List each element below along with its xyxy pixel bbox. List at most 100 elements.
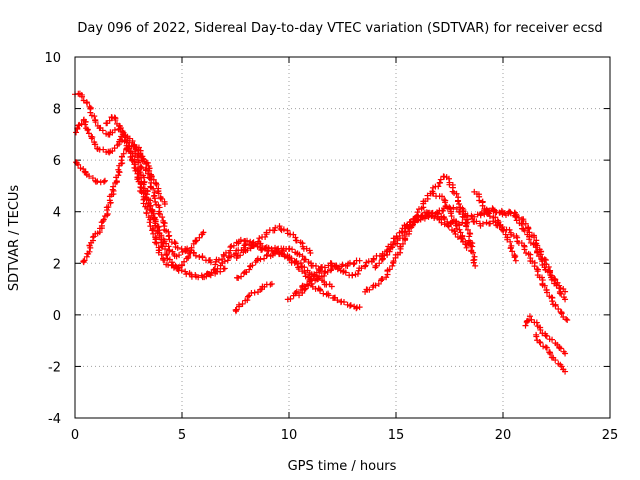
data-point bbox=[86, 173, 93, 180]
data-point bbox=[539, 330, 546, 337]
data-point bbox=[221, 265, 228, 272]
data-point bbox=[85, 130, 92, 137]
data-point bbox=[507, 238, 514, 245]
data-point bbox=[215, 256, 222, 263]
data-point bbox=[370, 255, 377, 262]
data-point bbox=[161, 200, 168, 207]
data-point bbox=[251, 289, 258, 296]
y-tick-label: -4 bbox=[48, 412, 61, 427]
data-point bbox=[525, 317, 532, 324]
data-point bbox=[293, 237, 300, 244]
data-point bbox=[105, 203, 112, 210]
data-point bbox=[163, 252, 170, 259]
data-point bbox=[557, 345, 564, 352]
data-point bbox=[155, 190, 162, 197]
data-point bbox=[533, 333, 540, 340]
data-point bbox=[238, 273, 245, 280]
data-point bbox=[239, 300, 246, 307]
series-arc-18 bbox=[430, 190, 470, 251]
data-point bbox=[152, 198, 159, 205]
data-point bbox=[356, 257, 363, 264]
data-point bbox=[233, 306, 240, 313]
data-point bbox=[500, 227, 507, 234]
data-point bbox=[77, 165, 84, 172]
data-point bbox=[113, 178, 120, 185]
data-point bbox=[376, 260, 383, 267]
data-point bbox=[350, 261, 357, 268]
data-point bbox=[340, 268, 347, 275]
data-point bbox=[438, 219, 445, 226]
data-point bbox=[165, 233, 172, 240]
data-point bbox=[472, 262, 479, 269]
data-point bbox=[321, 264, 328, 271]
data-point bbox=[549, 298, 556, 305]
data-point bbox=[135, 144, 142, 151]
data-point bbox=[185, 253, 192, 260]
data-point bbox=[150, 185, 157, 192]
series-arc-21 bbox=[522, 313, 569, 357]
data-point bbox=[439, 193, 446, 200]
data-point bbox=[509, 248, 516, 255]
data-point bbox=[210, 266, 217, 273]
data-point bbox=[342, 269, 349, 276]
x-tick-label: 0 bbox=[71, 428, 79, 443]
data-point bbox=[562, 350, 569, 357]
data-point bbox=[421, 215, 428, 222]
data-point bbox=[88, 135, 95, 142]
data-point bbox=[199, 254, 206, 261]
data-point bbox=[513, 211, 520, 218]
data-point bbox=[192, 252, 199, 259]
data-point bbox=[543, 344, 550, 351]
series-arc-17 bbox=[403, 210, 571, 324]
data-point bbox=[383, 274, 390, 281]
data-point bbox=[479, 202, 486, 209]
data-point bbox=[118, 133, 125, 140]
data-point bbox=[552, 357, 559, 364]
data-point bbox=[470, 249, 477, 256]
data-point bbox=[135, 159, 142, 166]
data-point bbox=[464, 219, 471, 226]
data-point bbox=[495, 219, 502, 226]
data-point bbox=[506, 226, 513, 233]
y-tick-labels: -4 -2 0 2 4 6 8 10 bbox=[44, 51, 61, 427]
data-point bbox=[324, 268, 331, 275]
data-point bbox=[511, 254, 518, 261]
data-point bbox=[457, 229, 464, 236]
data-point bbox=[448, 213, 455, 220]
data-point bbox=[537, 339, 544, 346]
data-point bbox=[558, 290, 565, 297]
data-point bbox=[179, 261, 186, 268]
data-point bbox=[549, 336, 556, 343]
data-point bbox=[301, 264, 308, 271]
data-point bbox=[476, 197, 483, 204]
series-arc-20 bbox=[478, 205, 569, 295]
data-point bbox=[157, 239, 164, 246]
data-point bbox=[288, 255, 295, 262]
x-tick-label: 10 bbox=[281, 428, 298, 443]
data-point bbox=[534, 242, 541, 249]
data-point bbox=[292, 290, 299, 297]
data-point bbox=[287, 295, 294, 302]
data-point bbox=[307, 276, 314, 283]
data-point bbox=[94, 178, 101, 185]
data-point bbox=[440, 207, 447, 214]
y-tick-label: 2 bbox=[53, 257, 61, 272]
data-point bbox=[473, 218, 480, 225]
data-point bbox=[140, 200, 147, 207]
data-point bbox=[257, 256, 264, 263]
data-point bbox=[563, 316, 570, 323]
data-point bbox=[296, 292, 303, 299]
data-point bbox=[292, 258, 299, 265]
data-point bbox=[148, 173, 155, 180]
data-point bbox=[264, 251, 271, 258]
data-point bbox=[193, 237, 200, 244]
data-point bbox=[153, 181, 160, 188]
data-point bbox=[221, 258, 228, 265]
data-point bbox=[280, 226, 287, 233]
data-point bbox=[543, 333, 550, 340]
data-point bbox=[139, 153, 146, 160]
data-point bbox=[87, 109, 94, 116]
chart-title: Day 096 of 2022, Sidereal Day-to-day VTE… bbox=[77, 21, 602, 36]
data-point bbox=[386, 248, 393, 255]
